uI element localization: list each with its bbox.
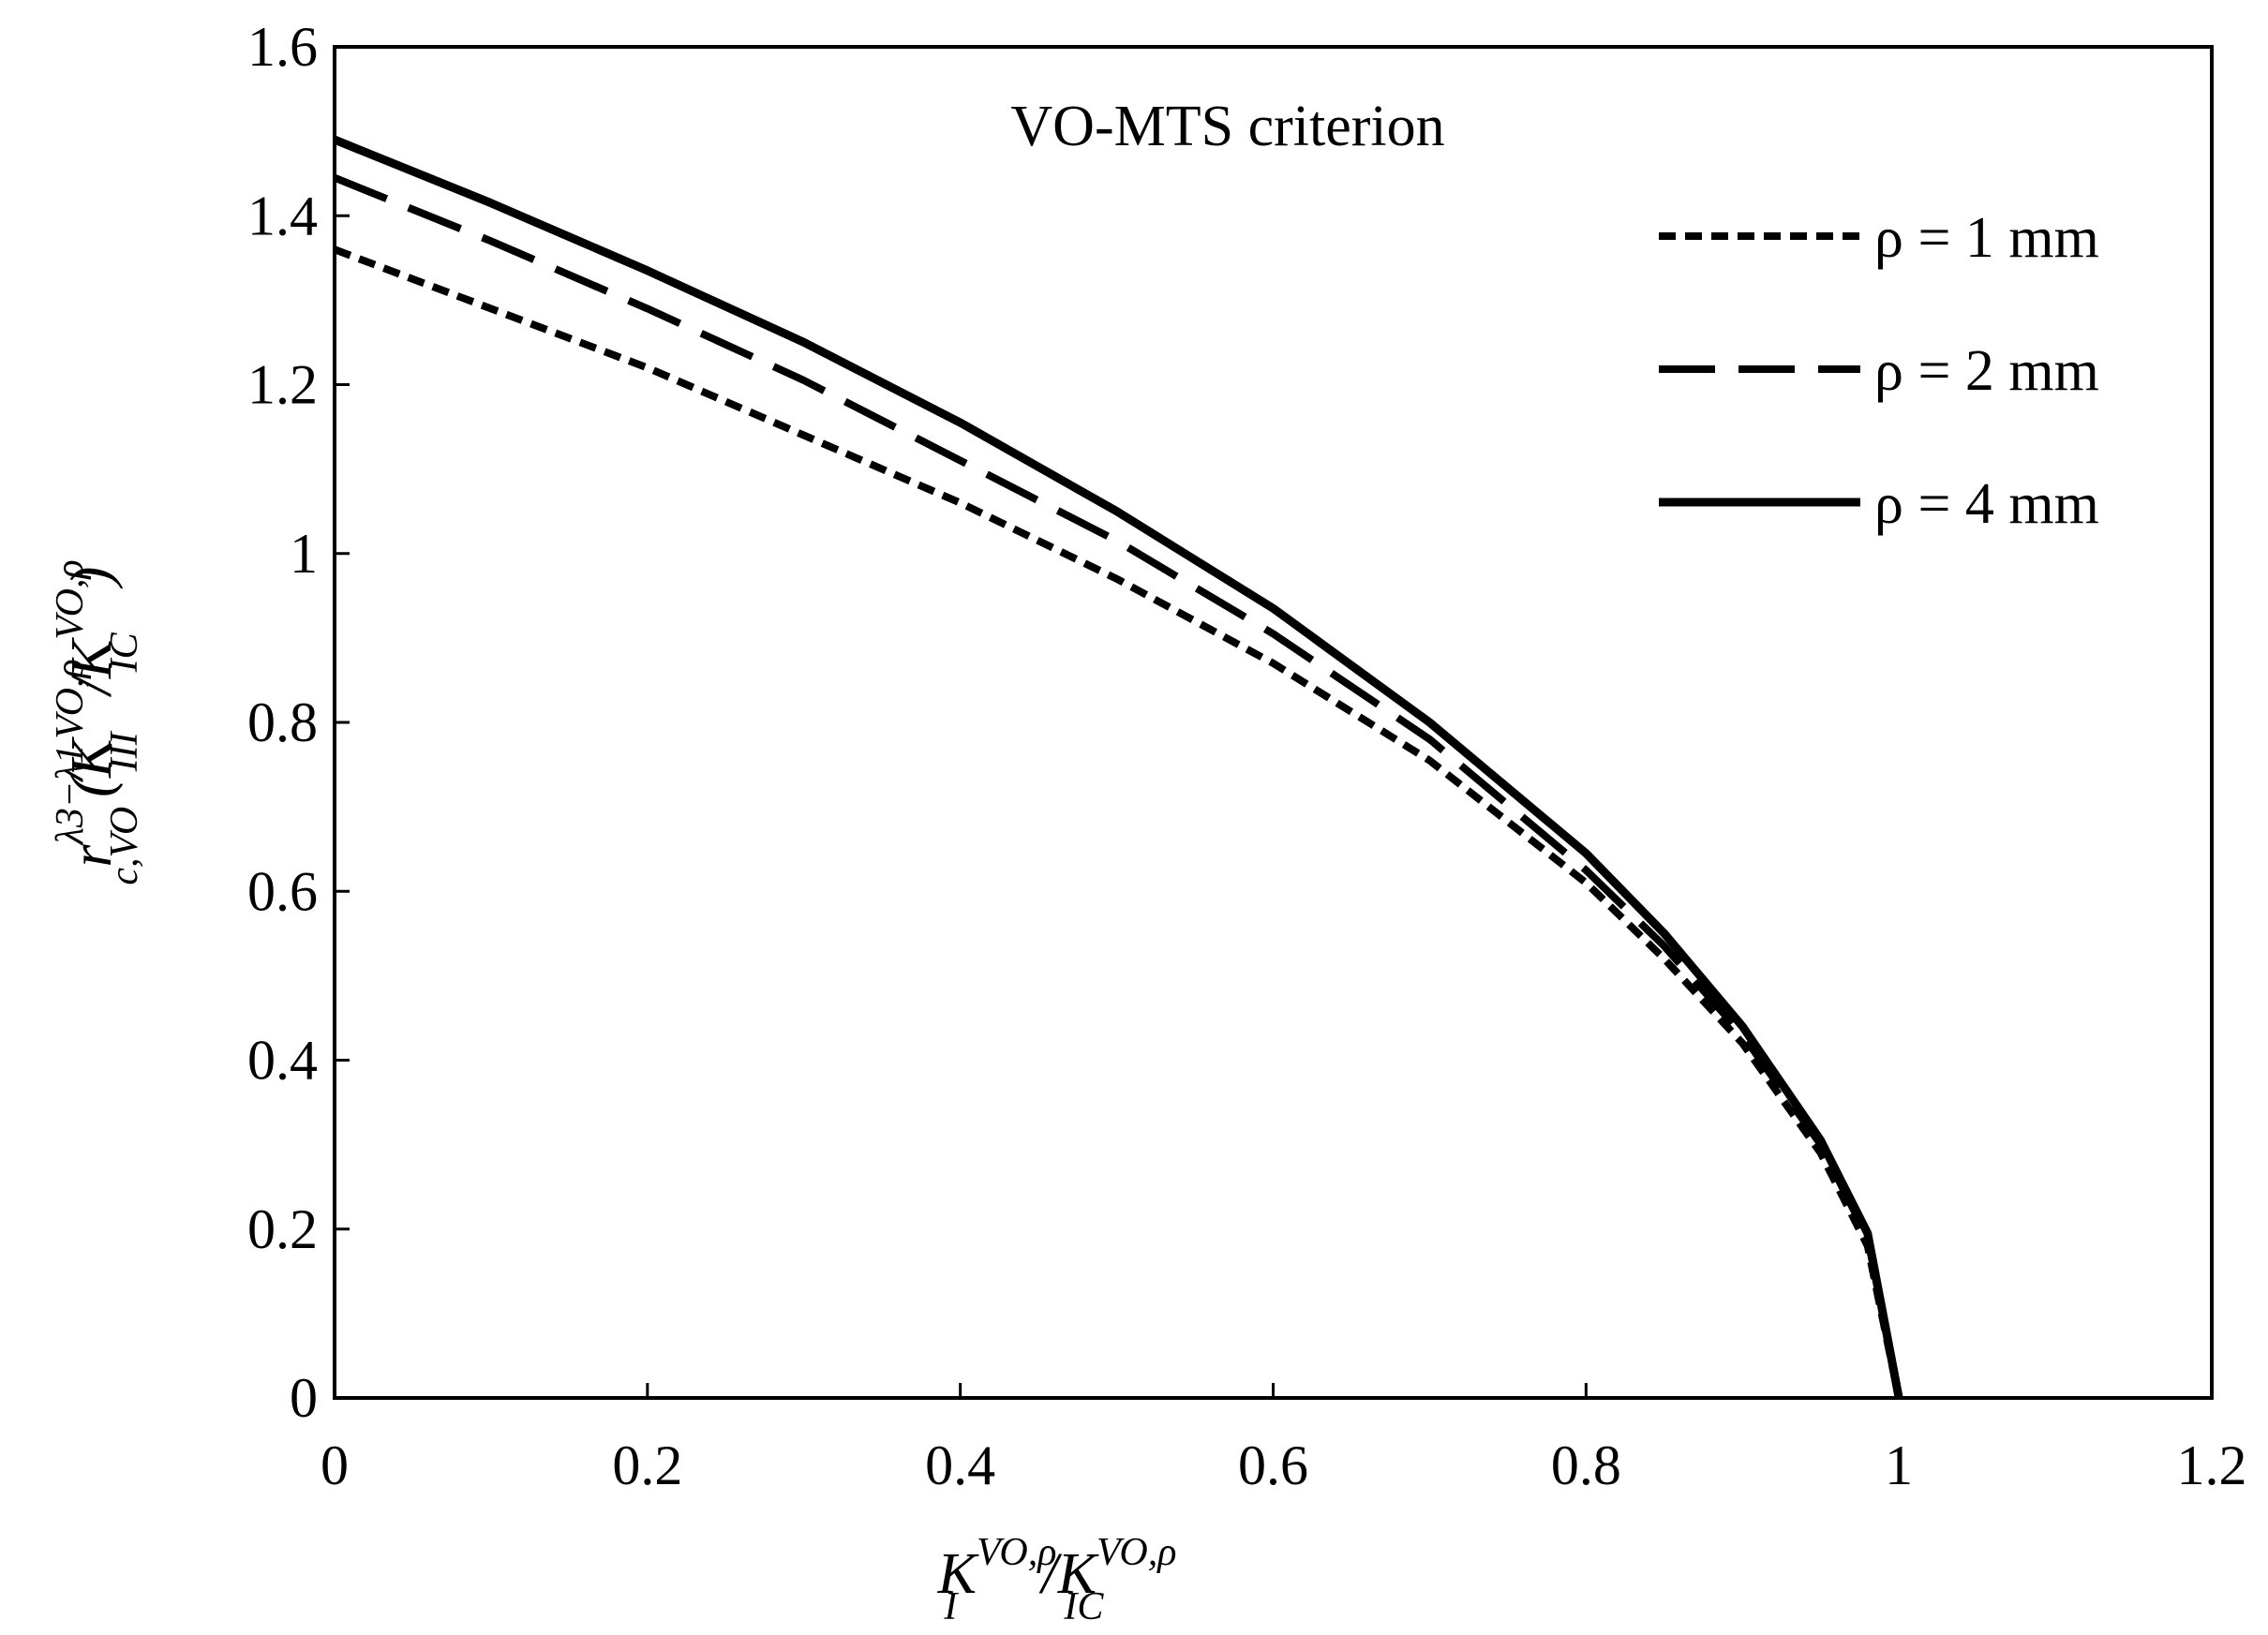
x-axis-label: KVO,ρ I/KVO,ρ IC <box>937 1531 1177 1628</box>
series-lines <box>333 135 1903 1399</box>
legend-label-1: ρ = 1 mm <box>1874 206 2099 270</box>
x-tick-label: 1.2 <box>2177 1434 2247 1496</box>
x-tick-label: 0.2 <box>612 1434 682 1496</box>
ticks <box>333 45 2214 1400</box>
series-line-3 <box>333 135 1903 1399</box>
x-tick-label: 1 <box>1885 1434 1913 1496</box>
x-tick-label: 0.8 <box>1551 1434 1621 1496</box>
y-tick-label: 0.6 <box>247 860 318 922</box>
legend-label-3: ρ = 4 mm <box>1874 472 2099 536</box>
y-tick-label: 0.2 <box>247 1198 318 1260</box>
y-tick-label: 0.4 <box>247 1030 318 1092</box>
x-tick-label: 0 <box>321 1434 349 1496</box>
series-line-2 <box>333 173 1903 1399</box>
legend: ρ = 1 mm ρ = 2 mm ρ = 4 mm <box>1659 206 2099 536</box>
tick-labels: 0 0.2 0.4 0.6 0.8 1 1.2 0 0.2 0.4 0.6 0.8 1 1.2 1.4 1.6 <box>247 16 2247 1496</box>
y-tick-label: 0 <box>290 1367 318 1429</box>
y-tick-label: 0.8 <box>247 691 318 753</box>
x-tick-label: 0.4 <box>925 1434 995 1496</box>
y-tick-label: 1.2 <box>247 354 318 416</box>
y-axis-label: rλ3−λ1c,VO(KVO,ρIII/KVO,ρIC) <box>49 559 146 884</box>
y-tick-label: 1.6 <box>247 16 318 78</box>
criterion-annotation: VO-MTS criterion <box>1010 95 1444 158</box>
legend-label-2: ρ = 2 mm <box>1874 339 2099 403</box>
x-tick-label: 0.6 <box>1238 1434 1308 1496</box>
series-line-1 <box>333 245 1903 1399</box>
y-tick-label: 1 <box>290 523 318 585</box>
y-tick-label: 1.4 <box>247 185 318 246</box>
